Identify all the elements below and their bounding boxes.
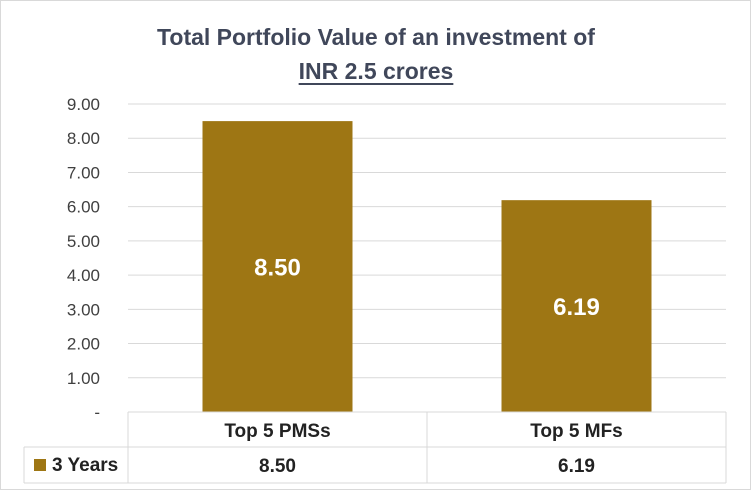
- bar-data-label: 6.19: [553, 294, 600, 321]
- y-tick-label: 4.00: [67, 266, 100, 285]
- chart-title-underlined: INR 2.5 crores: [298, 58, 454, 84]
- y-tick-label: -: [94, 403, 100, 422]
- y-tick-label: 8.00: [67, 129, 100, 148]
- bar: [501, 200, 652, 412]
- y-tick-label: 1.00: [67, 369, 100, 388]
- y-tick-label: 7.00: [67, 163, 100, 182]
- table-value: 6.19: [558, 456, 595, 477]
- y-tick-label: 3.00: [67, 300, 100, 319]
- chart-title-line-1: Total Portfolio Value of an investment o…: [157, 24, 595, 50]
- y-tick-label: 5.00: [67, 232, 100, 251]
- data-table: Top 5 PMSs 8.50 Top 5 MFs 6.19 3 Years: [23, 411, 727, 484]
- y-tick-label: 2.00: [67, 335, 100, 354]
- legend-swatch: [34, 459, 46, 471]
- x-category-label: Top 5 PMSs: [224, 421, 330, 442]
- bar-data-label: 8.50: [254, 255, 301, 282]
- table-value: 8.50: [259, 456, 296, 477]
- y-tick-label: 9.00: [67, 95, 100, 114]
- x-category-label: Top 5 MFs: [530, 421, 623, 442]
- chart-title-line-2: INR 2.5 crores: [0, 58, 752, 85]
- y-axis-ticks: - 1.00 2.00 3.00 4.00 5.00 6.00 7.00 8.00 9.00: [67, 95, 100, 422]
- legend-series-name: 3 Years: [52, 455, 118, 476]
- bars: 8.50 6.19: [202, 121, 652, 412]
- bar: [202, 121, 353, 412]
- y-tick-label: 6.00: [67, 198, 100, 217]
